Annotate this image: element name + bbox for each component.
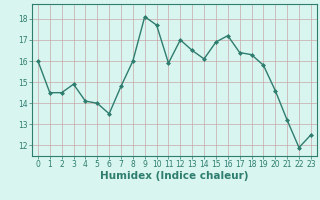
X-axis label: Humidex (Indice chaleur): Humidex (Indice chaleur) [100, 171, 249, 181]
